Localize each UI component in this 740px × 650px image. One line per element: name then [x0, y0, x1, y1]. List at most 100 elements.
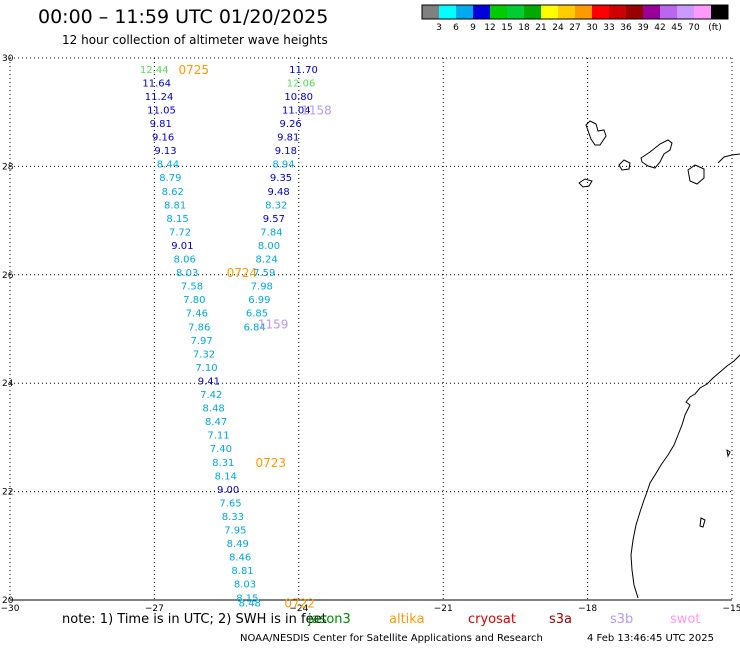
pass-time-label: 1159: [258, 318, 289, 332]
wave-height-value: 6.85: [246, 309, 268, 320]
lat-tick-label: 30: [2, 54, 14, 64]
wave-height-value: 8.15: [236, 593, 258, 604]
wave-height-value: 7.97: [191, 336, 213, 347]
wave-height-value: 11.64: [142, 78, 171, 89]
cape-blanc: [699, 517, 706, 528]
page-title: 00:00 – 11:59 UTC 01/20/2025: [38, 6, 329, 28]
wave-height-value: 9.16: [152, 133, 174, 144]
wave-height-value: 7.80: [183, 295, 205, 306]
wave-height-value: 7.86: [188, 322, 210, 333]
wave-height-value: 6.99: [248, 295, 270, 306]
legend-note: note: 1) Time is in UTC; 2) SWH is in fe…: [62, 612, 327, 627]
colorbar-swatch: [524, 5, 541, 19]
wave-height-value: 11.04: [282, 105, 311, 116]
wave-height-value: 7.98: [251, 282, 273, 293]
lat-tick-label: 20: [2, 596, 14, 606]
colorbar-label: 15: [501, 23, 512, 33]
wave-height-value: 8.00: [258, 241, 280, 252]
colorbar-label: 30: [586, 23, 598, 33]
wave-height-value: 9.18: [275, 146, 297, 157]
colorbar-swatch: [490, 5, 507, 19]
africa-coast: [630, 354, 740, 599]
colorbar-label: 24: [552, 23, 564, 33]
colorbar-label: 39: [637, 23, 649, 33]
colorbar-swatch: [677, 5, 694, 19]
map-grid: −30 −27 −24 −21 −18 −15 30 28 26 24 22 20: [1, 54, 740, 614]
lon-tick-label: −18: [578, 604, 597, 614]
lat-tick-label: 24: [2, 379, 14, 389]
island-la-palma: [585, 120, 607, 146]
colorbar-label: 36: [620, 23, 632, 33]
wave-height-value: 6.84: [243, 322, 265, 333]
coastline: [578, 120, 740, 599]
lon-tick-label: −27: [145, 604, 164, 614]
wave-height-value: 8.06: [174, 255, 196, 266]
colorbar-label: 3: [436, 23, 442, 33]
colorbar-swatch: [507, 5, 524, 19]
wave-height-value: 9.41: [198, 376, 220, 387]
wave-height-value: 8.48: [239, 599, 261, 610]
colorbar-label: 70: [688, 23, 700, 33]
colorbar-label: 6: [453, 23, 459, 33]
wave-height-value: 8.48: [203, 404, 225, 415]
wave-height-value: 8.62: [162, 187, 184, 198]
colorbar-swatch: [609, 5, 626, 19]
wave-height-value: 10.80: [284, 92, 313, 103]
island-gomera: [618, 159, 631, 171]
altimeter-tracks: 12.44 11.64 11.24 11.05 9.81 9.16 9.13 8.44 8.79…: [140, 63, 332, 611]
track-0723: 7.40 8.31 8.14 9.00 7.65 8.33 7.95 8.49 8.46 8.81…: [210, 444, 286, 604]
lat-tick-label: 28: [2, 162, 14, 172]
lon-tick-label: −24: [289, 604, 308, 614]
wave-height-value: 7.46: [186, 309, 208, 320]
pass-time-label: 0725: [178, 63, 209, 77]
wave-height-value: 8.81: [231, 566, 253, 577]
colorbar-swatch: [694, 5, 711, 19]
pass-time-label: 0722: [284, 597, 315, 611]
wave-height-value: 9.13: [154, 146, 176, 157]
wave-height-value: 7.65: [219, 498, 241, 509]
track-0724: 7.58 7.80 7.46 7.86 7.97 7.32 7.10 9.41 7.42 8.48…: [181, 266, 257, 442]
pass-time-label: 0723: [255, 456, 286, 470]
wave-height-value: 8.94: [272, 160, 294, 171]
colorbar-swatch: [439, 5, 456, 19]
colorbar-label: 27: [569, 23, 580, 33]
wave-height-value: 8.03: [234, 580, 256, 591]
wave-height-value: 8.49: [227, 539, 249, 550]
colorbar-swatch: [660, 5, 677, 19]
colorbar-label: 12: [484, 23, 495, 33]
legend-sat-cryosat: cryosat: [468, 612, 516, 627]
colorbar-label: 21: [535, 23, 546, 33]
colorbar-unit: (ft): [708, 23, 722, 33]
wave-height-value: 8.32: [265, 200, 287, 211]
credit-text: NOAA/NESDIS Center for Satellite Applica…: [240, 633, 543, 644]
colorbar-swatch: [473, 5, 490, 19]
wave-height-value: 9.35: [270, 173, 292, 184]
legend-sat-s3a: s3a: [549, 612, 573, 627]
wave-height-value: 9.81: [150, 119, 172, 130]
colorbar-swatch: [711, 5, 728, 19]
wave-height-value: 7.42: [200, 390, 222, 401]
colorbar-label: 42: [654, 23, 665, 33]
wave-height-value: 7.58: [181, 282, 203, 293]
wave-height-value: 7.84: [260, 227, 282, 238]
wave-height-value: 8.24: [255, 255, 277, 266]
colorbar-label: 33: [603, 23, 614, 33]
lon-tick-label: −21: [434, 604, 453, 614]
colorbar-frame: [421, 4, 729, 20]
colorbar-swatch: [592, 5, 609, 19]
colorbar-swatch: [541, 5, 558, 19]
wave-height-value: 11.24: [145, 92, 174, 103]
pass-time-label: 0724: [227, 266, 258, 280]
lon-tick-label: −15: [723, 604, 740, 614]
wave-height-value: 8.31: [212, 458, 234, 469]
island-tenerife: [640, 139, 673, 169]
island-fuerteventura: [717, 153, 740, 164]
wave-height-value: 12.44: [140, 65, 169, 76]
wave-height-value: 9.48: [268, 187, 290, 198]
wave-height-value: 8.15: [166, 214, 188, 225]
coast-mark: [726, 448, 731, 458]
island-hierro: [578, 178, 593, 188]
wave-height-value: 11.70: [289, 65, 318, 76]
wave-height-value: 9.57: [263, 214, 285, 225]
